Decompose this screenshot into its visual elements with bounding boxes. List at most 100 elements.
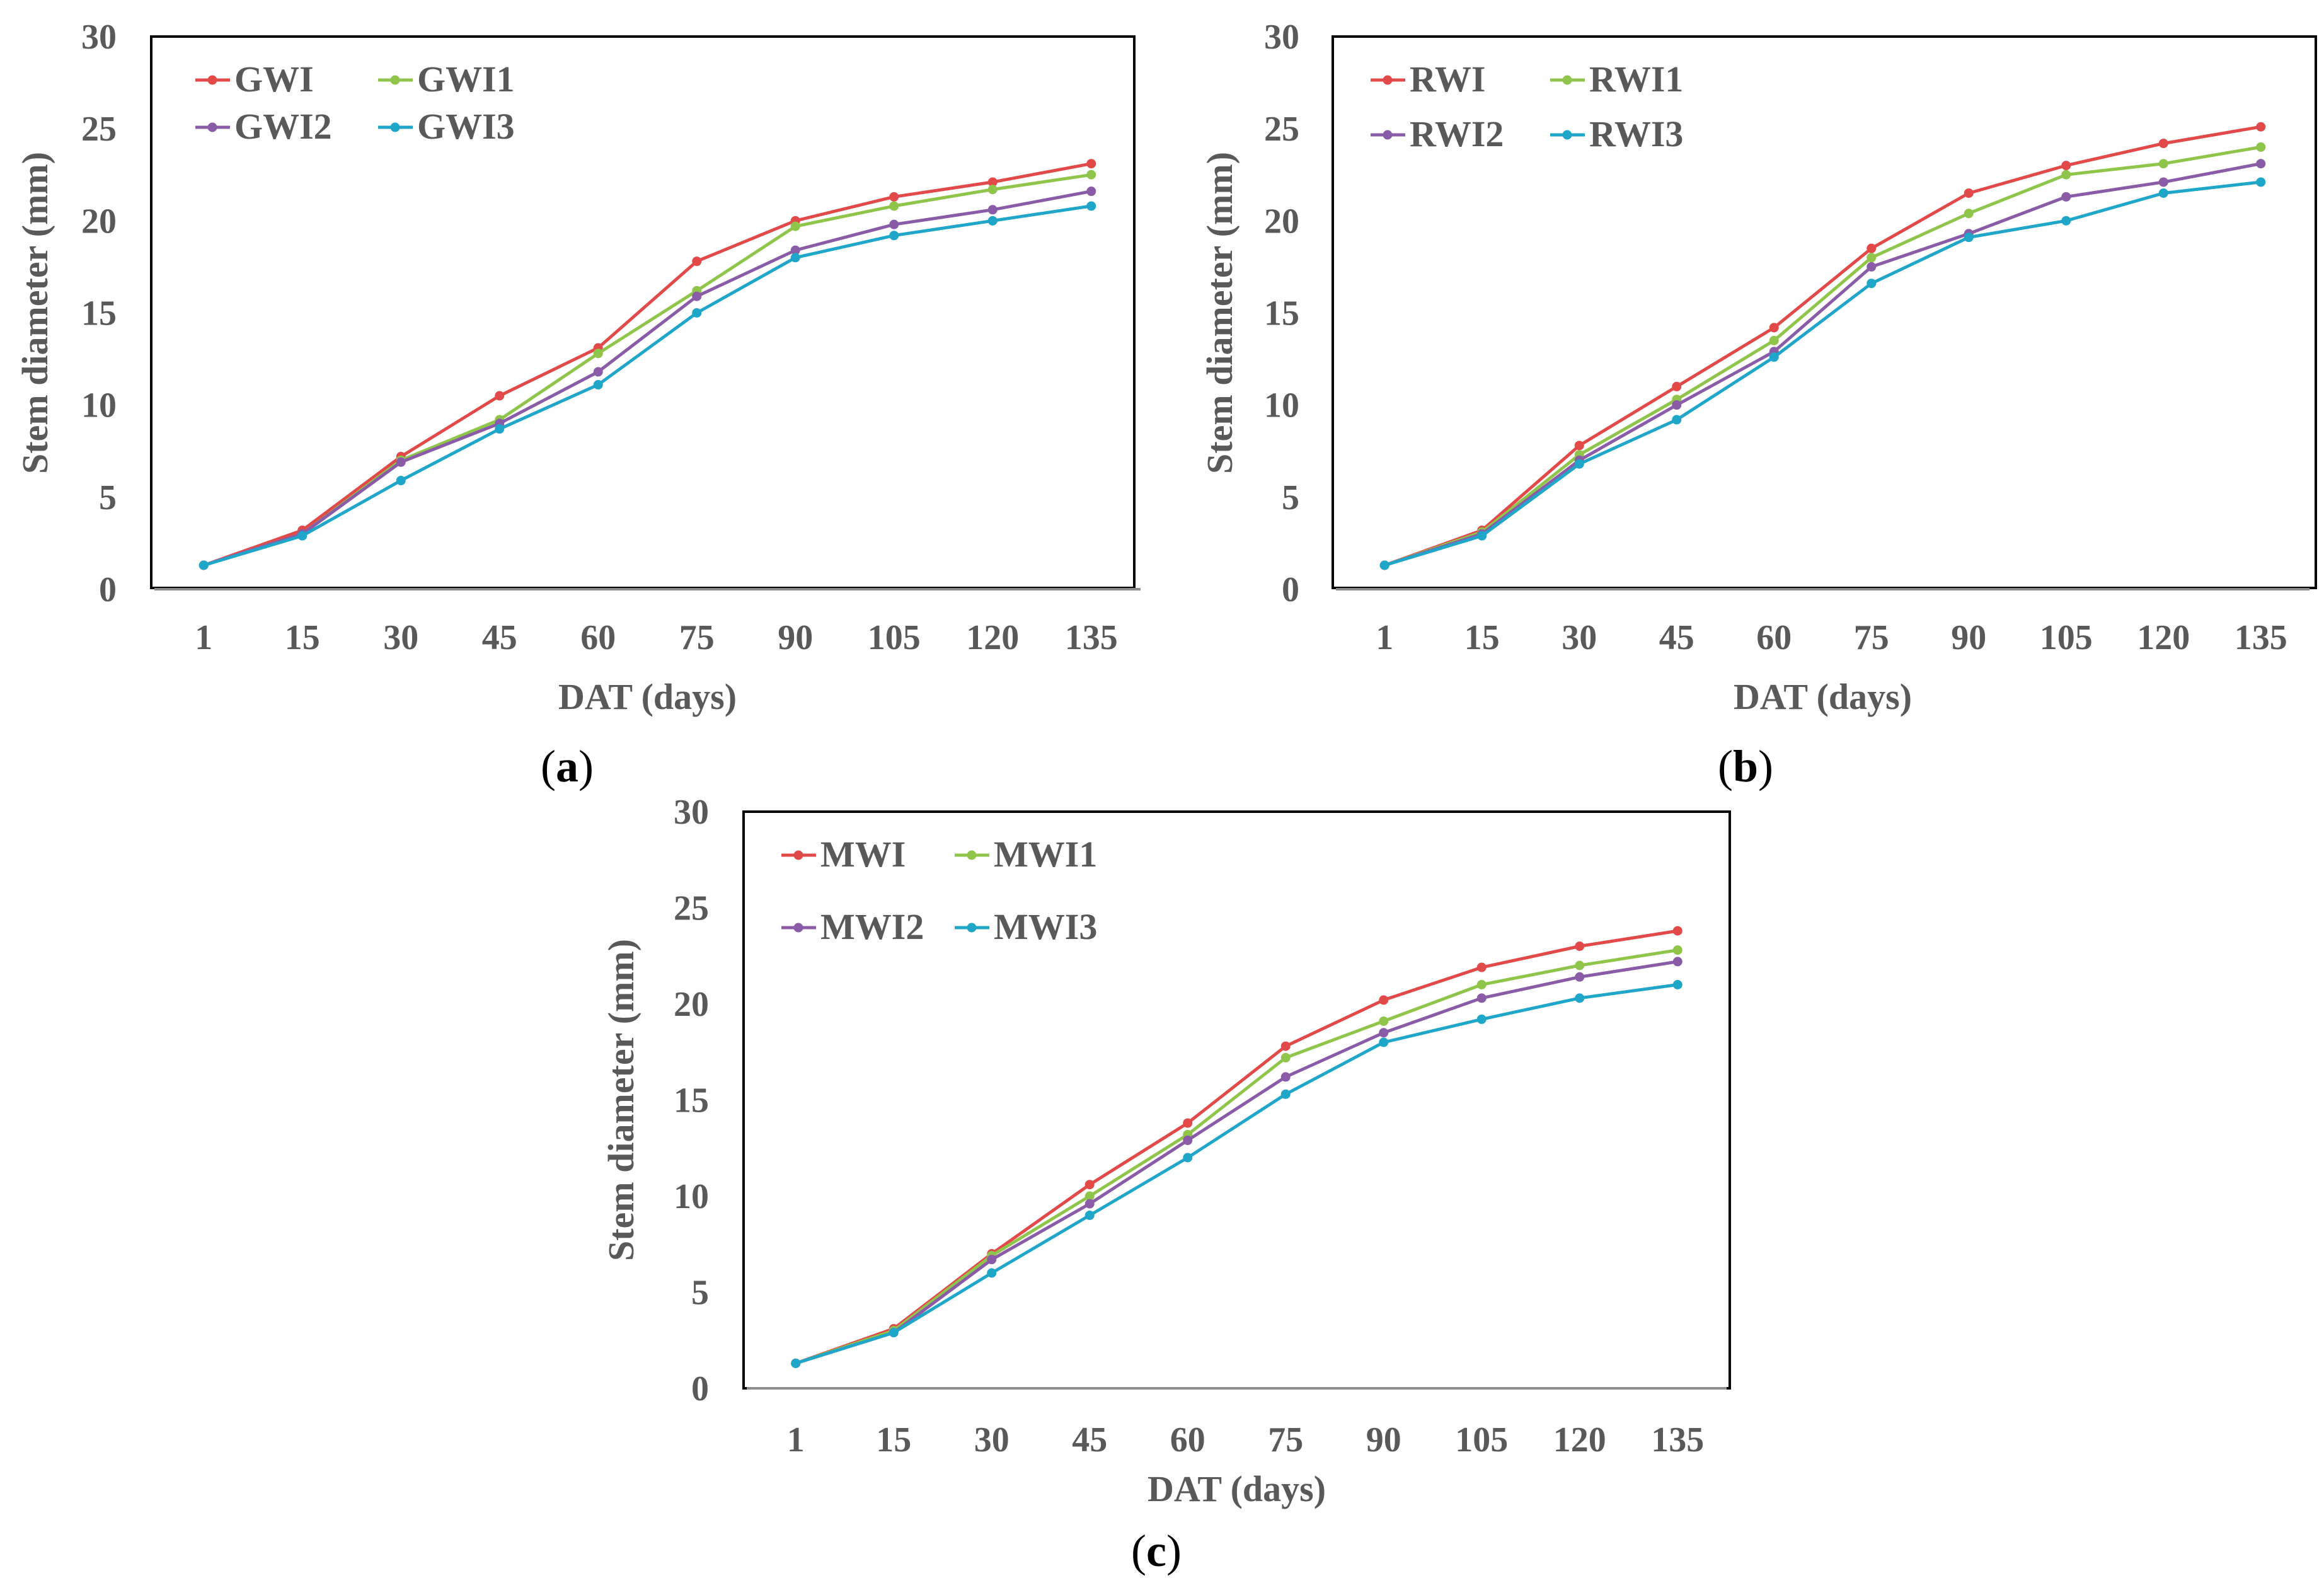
legend-swatch-marker bbox=[967, 923, 977, 933]
data-point-gwi3 bbox=[1086, 201, 1096, 211]
data-point-rwi1 bbox=[2256, 142, 2266, 152]
data-point-mwi bbox=[1672, 926, 1683, 936]
y-tick-label: 20 bbox=[1264, 202, 1299, 241]
x-tick-label: 120 bbox=[2137, 618, 2190, 657]
y-axis-title: Stem diameter (mm) bbox=[14, 152, 55, 474]
data-point-gwi bbox=[692, 256, 702, 267]
series-line-gwi3 bbox=[203, 204, 1092, 567]
x-tick-label: 30 bbox=[383, 618, 418, 657]
data-point-mwi2 bbox=[987, 1255, 997, 1265]
data-point-gwi3 bbox=[297, 531, 308, 541]
legend-label: MWI2 bbox=[820, 906, 924, 947]
legend: GWI GWI1 GWI2 GWI3 bbox=[195, 59, 515, 147]
y-tick-label: 5 bbox=[99, 478, 117, 517]
y-tick-label: 15 bbox=[1264, 294, 1299, 333]
x-tick-label: 45 bbox=[482, 618, 517, 657]
legend-swatch-marker bbox=[793, 923, 803, 933]
y-tick-label: 30 bbox=[81, 18, 117, 57]
y-tick-label: 5 bbox=[1282, 478, 1299, 517]
data-point-mwi2 bbox=[1280, 1072, 1291, 1082]
y-tick-label: 15 bbox=[674, 1081, 709, 1120]
data-point-mwi1 bbox=[1280, 1052, 1291, 1062]
x-tick-label: 30 bbox=[974, 1420, 1010, 1460]
data-point-rwi bbox=[1672, 381, 1682, 391]
data-point-mwi bbox=[1183, 1118, 1193, 1128]
data-point-rwi3 bbox=[2158, 188, 2168, 198]
data-point-rwi1 bbox=[1769, 335, 1779, 345]
data-point-rwi2 bbox=[1672, 400, 1682, 410]
data-point-rwi2 bbox=[2256, 159, 2266, 169]
x-tick-label: 105 bbox=[868, 618, 921, 657]
y-tick-label: 0 bbox=[99, 570, 117, 609]
data-point-gwi2 bbox=[396, 457, 406, 467]
data-point-gwi2 bbox=[692, 291, 702, 301]
data-point-mwi3 bbox=[987, 1268, 997, 1278]
data-point-mwi3 bbox=[1183, 1153, 1193, 1163]
data-point-mwi bbox=[1575, 941, 1585, 951]
data-point-rwi3 bbox=[1867, 279, 1877, 289]
x-tick-label: 30 bbox=[1562, 618, 1597, 657]
data-point-rwi3 bbox=[1574, 459, 1584, 469]
data-point-rwi bbox=[2061, 161, 2071, 171]
data-point-rwi3 bbox=[1964, 233, 1974, 243]
caption-paren-open: ( bbox=[1131, 1526, 1146, 1576]
panel-caption: (a) bbox=[541, 741, 594, 792]
series-line-mwi2 bbox=[795, 960, 1678, 1365]
legend-swatch-marker bbox=[390, 122, 400, 132]
series-line-rwi2 bbox=[1384, 162, 2262, 567]
data-point-mwi bbox=[1084, 1180, 1095, 1190]
data-point-rwi2 bbox=[1867, 262, 1877, 272]
y-tick-label: 5 bbox=[691, 1274, 709, 1313]
data-point-gwi1 bbox=[593, 348, 603, 359]
data-point-rwi1 bbox=[2158, 159, 2168, 169]
legend-label: GWI3 bbox=[417, 106, 515, 147]
x-tick-label: 60 bbox=[1170, 1420, 1205, 1460]
data-point-mwi3 bbox=[1476, 1014, 1487, 1024]
data-point-rwi3 bbox=[1672, 415, 1682, 425]
data-point-mwi3 bbox=[1575, 993, 1585, 1003]
caption-paren-open: ( bbox=[541, 741, 556, 792]
x-tick-label: 1 bbox=[195, 618, 212, 657]
y-tick-label: 20 bbox=[674, 985, 709, 1024]
data-point-mwi2 bbox=[1379, 1028, 1389, 1038]
data-point-gwi3 bbox=[396, 476, 406, 486]
caption-paren-close: ) bbox=[1166, 1526, 1182, 1576]
data-point-mwi3 bbox=[889, 1328, 899, 1338]
chart-panel-a: 0 5 10 15 20 25 30 1 15 30 45 60 75 90 105 120 135 DAT (d… bbox=[14, 18, 1141, 792]
data-point-rwi bbox=[2158, 139, 2168, 149]
data-point-rwi2 bbox=[2061, 192, 2071, 202]
data-point-mwi3 bbox=[1084, 1211, 1095, 1220]
chart-panel-c: 0 5 10 15 20 25 30 1 15 30 45 60 75 90 105 120 135 DAT (d… bbox=[601, 793, 1731, 1576]
data-point-mwi2 bbox=[1575, 972, 1585, 982]
x-tick-label: 105 bbox=[2040, 618, 2093, 657]
x-tick-label: 45 bbox=[1072, 1420, 1107, 1460]
x-tick-label: 90 bbox=[778, 618, 813, 657]
data-point-rwi bbox=[1769, 323, 1779, 333]
data-point-rwi bbox=[1574, 440, 1584, 451]
data-point-mwi bbox=[1280, 1041, 1291, 1051]
data-point-mwi2 bbox=[1084, 1199, 1095, 1209]
data-point-rwi bbox=[1964, 188, 1974, 198]
x-axis-title: DAT (days) bbox=[1734, 676, 1912, 717]
data-point-gwi bbox=[889, 192, 899, 202]
x-axis-title: DAT (days) bbox=[558, 676, 737, 717]
x-tick-label: 15 bbox=[1464, 618, 1500, 657]
data-point-gwi2 bbox=[889, 219, 899, 229]
data-point-rwi3 bbox=[1769, 352, 1779, 362]
legend-swatch-marker bbox=[390, 75, 400, 85]
caption-letter: a bbox=[556, 741, 578, 792]
y-tick-label: 25 bbox=[81, 110, 117, 149]
data-point-rwi3 bbox=[1379, 560, 1389, 570]
data-point-mwi bbox=[1379, 995, 1389, 1005]
x-tick-label: 60 bbox=[580, 618, 616, 657]
panel-caption: (c) bbox=[1131, 1526, 1182, 1576]
y-axis-title: Stem diameter (mm) bbox=[601, 939, 641, 1261]
legend-swatch-marker bbox=[1562, 75, 1572, 85]
y-axis-title: Stem diameter (mm) bbox=[1199, 152, 1240, 474]
x-tick-label: 60 bbox=[1756, 618, 1792, 657]
y-tick-label: 20 bbox=[81, 202, 117, 241]
data-point-gwi3 bbox=[198, 560, 209, 570]
x-tick-label: 75 bbox=[1268, 1420, 1303, 1460]
data-point-rwi3 bbox=[2061, 216, 2071, 226]
